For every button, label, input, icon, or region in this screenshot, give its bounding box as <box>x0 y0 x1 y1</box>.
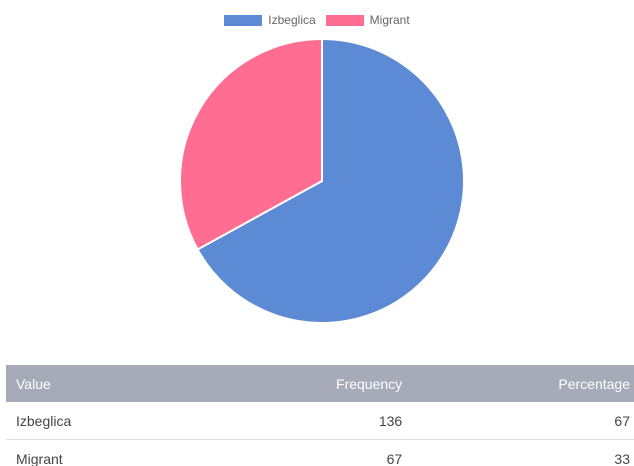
cell-frequency: 67 <box>245 439 403 466</box>
legend-label-migrant: Migrant <box>369 13 410 27</box>
pie-slice-izbeglica[interactable] <box>196 37 465 324</box>
cell-percentage: 67 <box>402 402 634 440</box>
legend-item-migrant[interactable]: Migrant <box>325 13 410 27</box>
cell-value: Izbeglica <box>6 402 246 440</box>
pie-chart-area <box>179 37 465 324</box>
legend-item-izbeglica[interactable]: Izbeglica <box>224 13 316 27</box>
chart-legend: Izbeglica Migrant <box>0 12 634 28</box>
header-percentage: Percentage <box>402 365 634 402</box>
table-header-row: Value Frequency Percentage <box>6 365 634 402</box>
legend-swatch-migrant <box>325 14 364 26</box>
pie-slice-migrant[interactable] <box>179 37 323 251</box>
legend-swatch-izbeglica <box>224 14 263 26</box>
table-row: Migrant 67 33 <box>6 439 634 466</box>
cell-value: Migrant <box>6 439 246 466</box>
pie-chart <box>179 37 465 324</box>
frequency-table: Value Frequency Percentage Izbeglica 136… <box>6 365 634 466</box>
cell-percentage: 33 <box>402 439 634 466</box>
cell-frequency: 136 <box>245 402 403 440</box>
legend-label-izbeglica: Izbeglica <box>268 13 316 27</box>
header-value: Value <box>6 365 246 402</box>
header-frequency: Frequency <box>245 365 403 402</box>
table-row: Izbeglica 136 67 <box>6 402 634 440</box>
